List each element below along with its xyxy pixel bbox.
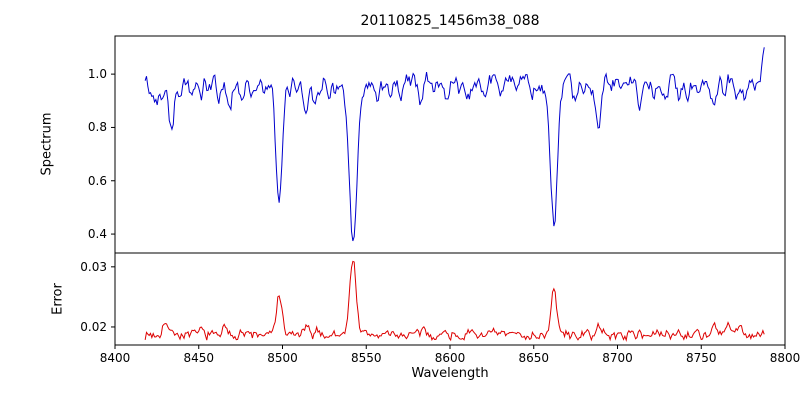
x-tick-label: 8650: [518, 351, 550, 365]
error-series: [144, 260, 765, 343]
x-tick-label: 8500: [267, 351, 298, 365]
x-tick-label: 8450: [183, 351, 215, 365]
spectrum-y-tick-label: 0.4: [87, 227, 107, 242]
x-tick-label: 8550: [350, 351, 382, 365]
spectrum-series: [144, 47, 765, 242]
spectrum-y-tick-label: 0.8: [87, 120, 107, 135]
spectrum-y-tick-label: 0.6: [87, 173, 107, 188]
x-tick-label: 8700: [602, 351, 633, 365]
error-y-tick-label: 0.02: [80, 319, 107, 334]
x-axis-label: Wavelength: [411, 366, 489, 381]
x-tick-label: 8400: [99, 351, 131, 365]
chart-title: 20110825_1456m38_088: [360, 13, 540, 29]
spectrum-frame: [114, 35, 786, 254]
x-tick-label: 8600: [434, 351, 466, 365]
error-y-tick-label: 0.03: [80, 259, 107, 274]
spectrum-y-tick-label: 1.0: [87, 67, 107, 82]
error-frame: [114, 252, 786, 346]
x-tick-label: 8800: [769, 351, 800, 365]
x-tick-label: 8750: [685, 351, 717, 365]
